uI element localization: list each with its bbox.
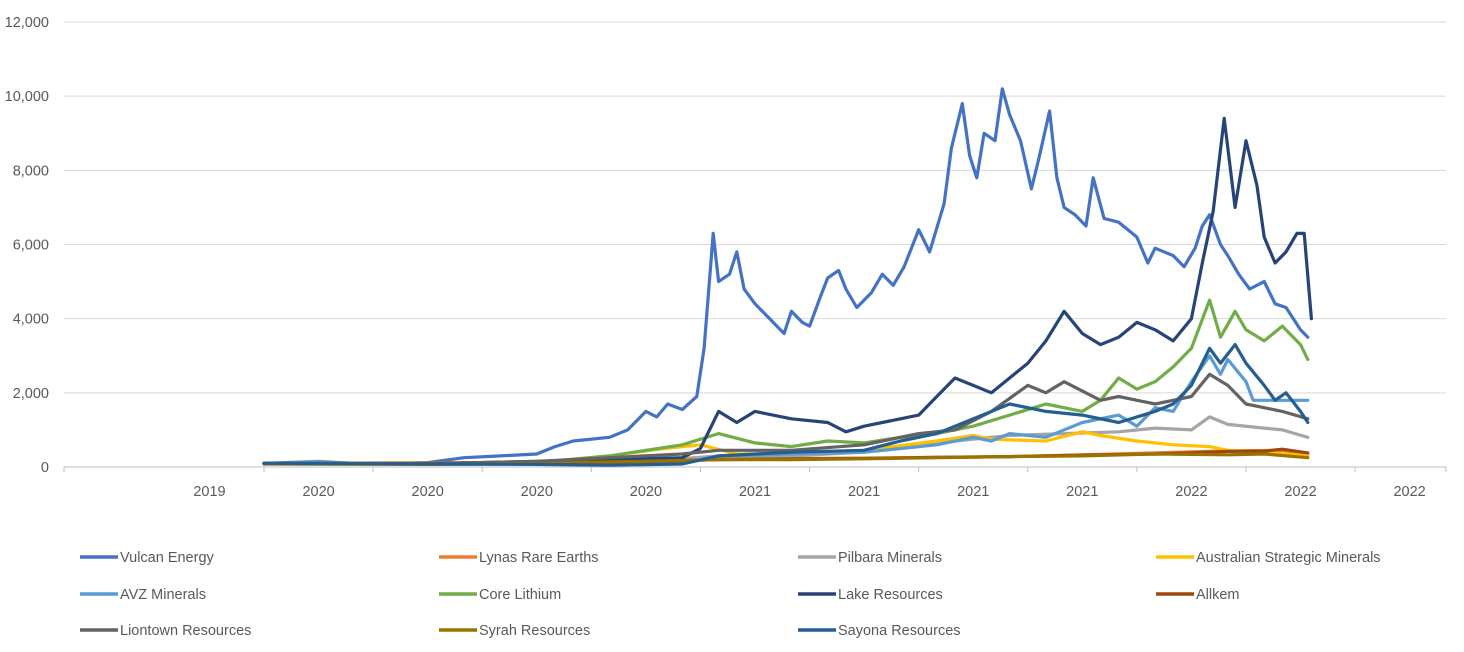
legend-label: Lake Resources: [838, 587, 943, 603]
gridlines: [64, 21, 1446, 394]
legend-label: Allkem: [1196, 587, 1240, 603]
y-tick-label: 10,000: [5, 89, 49, 105]
x-tick-label: 2020: [630, 484, 662, 500]
legend: Vulcan Energy Lynas Rare Earths Pilbara Mi…: [80, 550, 1381, 639]
x-axis: [63, 466, 1447, 472]
series-line-pilbara-minerals: [262, 415, 1310, 466]
x-tick-label: 2021: [848, 484, 880, 500]
series-lines: [262, 87, 1313, 467]
legend-item: AVZ Minerals: [80, 587, 206, 603]
legend-item: Lynas Rare Earths: [439, 550, 599, 566]
series-line-lake-resources: [262, 116, 1313, 466]
y-tick-label: 0: [41, 460, 49, 476]
y-tick-label: 2,000: [13, 386, 49, 402]
legend-item: Sayona Resources: [798, 623, 961, 639]
x-tick-label: 2020: [412, 484, 444, 500]
x-axis-tick-labels: 2019 2020 2020 2020 2020 2021 2021 2021 2021 2022…: [193, 484, 1425, 500]
x-tick-label: 2021: [739, 484, 771, 500]
series-line-sayona-resources: [262, 343, 1310, 467]
x-tick-label: 2022: [1284, 484, 1316, 500]
legend-item: Vulcan Energy: [80, 550, 215, 566]
x-tick-label: 2022: [1175, 484, 1207, 500]
series-line-core-lithium: [262, 298, 1310, 465]
legend-item: Core Lithium: [439, 587, 561, 603]
x-tick-label: 2021: [1066, 484, 1098, 500]
legend-label: Lynas Rare Earths: [479, 550, 599, 566]
x-tick-label: 2019: [193, 484, 225, 500]
series-line-liontown-resources: [262, 372, 1310, 466]
x-tick-label: 2020: [302, 484, 334, 500]
x-tick-label: 2021: [957, 484, 989, 500]
legend-label: Australian Strategic Minerals: [1196, 550, 1381, 566]
legend-label: Pilbara Minerals: [838, 550, 942, 566]
legend-item: Pilbara Minerals: [798, 550, 942, 566]
series-line-vulcan-energy: [262, 87, 1310, 466]
x-tick-label: 2022: [1393, 484, 1425, 500]
legend-label: Liontown Resources: [120, 623, 251, 639]
legend-label: AVZ Minerals: [120, 587, 206, 603]
legend-label: Vulcan Energy: [120, 550, 215, 566]
legend-item: Lake Resources: [798, 587, 943, 603]
y-tick-label: 4,000: [13, 312, 49, 328]
legend-label: Syrah Resources: [479, 623, 590, 639]
legend-label: Sayona Resources: [838, 623, 961, 639]
legend-label: Core Lithium: [479, 587, 561, 603]
series-line-avz-minerals: [262, 354, 1310, 466]
legend-item: Australian Strategic Minerals: [1156, 550, 1381, 566]
legend-item: Liontown Resources: [80, 623, 251, 639]
y-tick-label: 8,000: [13, 163, 49, 179]
y-tick-label: 6,000: [13, 238, 49, 254]
y-axis-tick-labels: 0 2,000 4,000 6,000 8,000 10,000 12,000: [5, 15, 49, 476]
x-tick-label: 2020: [521, 484, 553, 500]
y-tick-label: 12,000: [5, 15, 49, 31]
legend-item: Syrah Resources: [439, 623, 590, 639]
legend-item: Allkem: [1156, 587, 1240, 603]
